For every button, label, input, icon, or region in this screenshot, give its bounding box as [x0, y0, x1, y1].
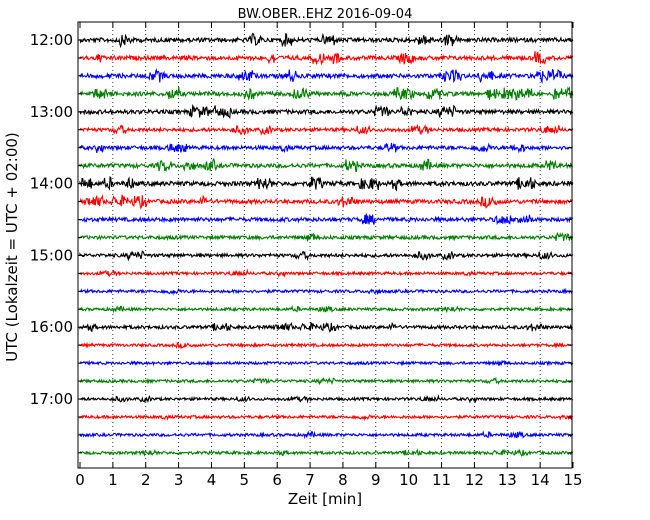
- y-tick-label: 17:00: [30, 390, 73, 408]
- trace-1400: [79, 175, 574, 192]
- trace-1445: [79, 231, 574, 242]
- y-tick-label: 12:00: [30, 31, 73, 49]
- x-tick-label: 14: [531, 471, 550, 489]
- x-tick-label: 12: [465, 471, 484, 489]
- x-tick-label: 8: [338, 471, 348, 489]
- x-tick-label: 3: [174, 471, 184, 489]
- x-tick-label: 10: [399, 471, 418, 489]
- x-tick-label: 1: [108, 471, 118, 489]
- trace-1630: [79, 359, 574, 367]
- y-tick-label: 15:00: [30, 246, 73, 264]
- trace-1315: [79, 123, 574, 136]
- trace-1345: [79, 157, 574, 173]
- x-tick-label: 6: [272, 471, 282, 489]
- x-tick-label: 15: [563, 471, 582, 489]
- x-tick-label: 7: [305, 471, 315, 489]
- trace-1730: [79, 430, 574, 440]
- x-tick-label: 11: [432, 471, 451, 489]
- trace-1530: [79, 287, 573, 296]
- trace-1215: [79, 51, 574, 66]
- y-tick-label: 14:00: [30, 175, 73, 193]
- x-tick-label: 5: [240, 471, 250, 489]
- trace-1545: [79, 304, 574, 314]
- x-tick-label: 2: [141, 471, 151, 489]
- trace-1615: [79, 341, 574, 350]
- x-tick-label: 13: [498, 471, 517, 489]
- trace-1415: [79, 194, 574, 210]
- axis-ticks: 0 1 2 3 4 5 6 7 8 9 10 11 12 13 14 1512:0013:0014:0015:…: [30, 22, 583, 489]
- trace-1715: [79, 413, 574, 421]
- trace-1430: [79, 213, 574, 226]
- plot-area: [77, 21, 573, 469]
- y-tick-label: 13:00: [30, 103, 73, 121]
- trace-1515: [79, 268, 574, 278]
- trace-1245: [79, 86, 574, 101]
- trace-1500: [79, 250, 574, 262]
- y-axis-label: UTC (Lokalzeit = UTC + 02:00): [3, 132, 21, 362]
- trace-1330: [79, 142, 574, 154]
- x-tick-label: 9: [371, 471, 381, 489]
- trace-1745: [79, 448, 574, 458]
- x-axis-label: Zeit [min]: [288, 490, 362, 508]
- chart-title: BW.OBER..EHZ 2016-09-04: [238, 7, 413, 22]
- trace-1645: [79, 376, 574, 386]
- seismogram-traces: [79, 32, 574, 458]
- y-tick-label: 16:00: [30, 318, 73, 336]
- x-tick-label: 4: [207, 471, 217, 489]
- trace-1200: [79, 32, 574, 49]
- trace-1300: [79, 103, 574, 120]
- trace-1230: [79, 67, 574, 84]
- trace-1600: [79, 321, 574, 333]
- x-tick-label: 0: [75, 471, 85, 489]
- trace-1700: [79, 394, 574, 404]
